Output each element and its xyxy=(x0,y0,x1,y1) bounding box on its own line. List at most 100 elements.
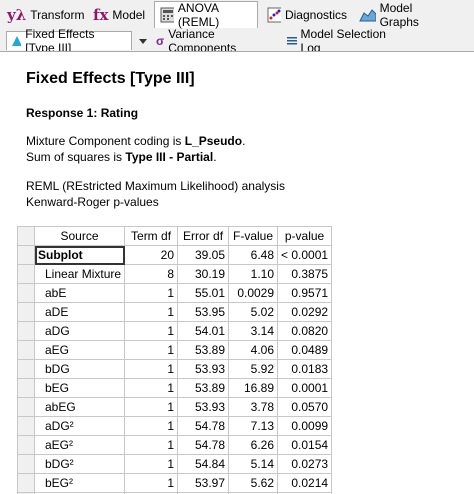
source-cell: bDG² xyxy=(33,454,126,474)
value-cell: 20 xyxy=(124,245,179,265)
table-row: cDG²154.770.27250.6038 xyxy=(17,492,333,494)
value-cell: 0.0001 xyxy=(277,378,333,398)
table-row: Subplot 20 39.05 6.48 < 0.0001 xyxy=(17,245,333,265)
value-cell: 53.95 xyxy=(177,302,230,322)
source-cell: abEG xyxy=(33,397,126,417)
column-header: p-value xyxy=(277,226,333,246)
value-cell: 54.78 xyxy=(177,435,230,455)
pvalue-line: Kenward-Roger p-values xyxy=(26,195,159,209)
value-cell: 7.13 xyxy=(228,416,279,436)
value-cell: 0.3875 xyxy=(277,264,333,284)
value-cell: 1 xyxy=(124,283,179,303)
value-cell: 53.93 xyxy=(177,397,230,417)
tab-model-graphs[interactable]: Model Graphs xyxy=(354,1,454,29)
column-header: Term df xyxy=(124,226,179,246)
text: . xyxy=(213,150,217,164)
tab-anova[interactable]: ANOVA (REML) xyxy=(154,1,258,29)
value-cell: 1 xyxy=(124,416,179,436)
table-row: bEG 1 53.89 16.89 0.0001 xyxy=(17,378,333,398)
value-cell: 1 xyxy=(124,435,179,455)
value-cell: 54.84 xyxy=(177,454,230,474)
gutter xyxy=(17,473,35,493)
value-cell: 1 xyxy=(124,397,179,417)
value-cell: 16.89 xyxy=(228,378,279,398)
tab-label: Diagnostics xyxy=(284,8,347,22)
gutter xyxy=(17,302,35,322)
value-cell: 1 xyxy=(124,359,179,379)
table-row: abEG 1 53.93 3.78 0.0570 xyxy=(17,397,333,417)
value-cell: 0.0292 xyxy=(277,302,333,322)
value-cell: 0.0820 xyxy=(277,321,333,341)
table-row: aDG 1 54.01 3.14 0.0820 xyxy=(17,321,333,341)
tab-label: Model Graphs xyxy=(379,1,419,29)
gutter xyxy=(17,283,35,303)
table-row: abE 1 55.01 0.0029 0.9571 xyxy=(17,283,333,303)
source-cell: aEG xyxy=(33,340,126,360)
text: . xyxy=(242,134,246,148)
gutter xyxy=(17,359,35,379)
value-cell: 0.0029 xyxy=(228,283,279,303)
value-cell: 1 xyxy=(124,302,179,322)
value-cell: 5.02 xyxy=(228,302,279,322)
response-name: Response 1: Rating xyxy=(26,106,139,120)
value-cell: 0.0214 xyxy=(277,473,333,493)
gutter xyxy=(17,454,35,474)
coding-line: Mixture Component coding is L_Pseudo. xyxy=(26,134,245,148)
table-row: aDE 1 53.95 5.02 0.0292 xyxy=(17,302,333,322)
column-header: Error df xyxy=(177,226,230,246)
value-cell: 0.0489 xyxy=(277,340,333,360)
value-cell: 54.78 xyxy=(177,416,230,436)
value-cell: 6.26 xyxy=(228,435,279,455)
gutter xyxy=(17,397,35,417)
table-row: Linear Mixture 8 30.19 1.10 0.3875 xyxy=(17,264,333,284)
source-cell: abE xyxy=(33,283,126,303)
value-cell: < 0.0001 xyxy=(277,245,333,265)
value-cell: 1 xyxy=(124,378,179,398)
value-cell: 1 xyxy=(124,340,179,360)
value-cell: 5.62 xyxy=(228,473,279,493)
subtab-icon: σ xyxy=(156,33,165,48)
tab-icon: yλ xyxy=(7,6,27,24)
table-row: aEG 1 53.89 4.06 0.0489 xyxy=(17,340,333,360)
tab-label: Transform xyxy=(30,8,85,22)
value-cell: 3.14 xyxy=(228,321,279,341)
value-cell: 0.0154 xyxy=(277,435,333,455)
table-row: bEG² 1 53.97 5.62 0.0214 xyxy=(17,473,333,493)
value-cell: 1 xyxy=(124,473,179,493)
value-cell: 55.01 xyxy=(177,283,230,303)
tab-transform[interactable]: yλ Transform xyxy=(2,3,86,27)
anova-table: Source Term df Error df F-value p-value Subpl… xyxy=(17,226,333,494)
value-cell: 0.0273 xyxy=(277,454,333,474)
gutter xyxy=(17,435,35,455)
tab-diagnostics[interactable]: Diagnostics xyxy=(262,3,352,27)
value-cell: 0.0570 xyxy=(277,397,333,417)
source-cell: aDG xyxy=(33,321,126,341)
column-header: Source xyxy=(33,226,126,246)
tab-icon xyxy=(359,9,376,22)
text: Sum of squares is xyxy=(26,150,126,164)
source-cell: aDE xyxy=(33,302,126,322)
subtab-fixed-effects[interactable]: Fixed Effects [Type III] xyxy=(6,27,132,55)
tab-label: ANOVA (REML) xyxy=(177,1,220,29)
method-line: REML (REstricted Maximum Likelihood) ana… xyxy=(26,179,285,193)
source-cell: bDG xyxy=(33,359,126,379)
source-cell: Linear Mixture xyxy=(33,264,126,284)
value-cell: 0.0099 xyxy=(277,416,333,436)
value-cell: 5.14 xyxy=(228,454,279,474)
value-cell: 30.19 xyxy=(177,264,230,284)
gutter xyxy=(17,226,35,246)
subtab-variance[interactable]: σ Variance Components xyxy=(152,27,280,55)
gutter xyxy=(17,321,35,341)
report-title: Fixed Effects [Type III] xyxy=(26,70,195,87)
value-cell: 0.0183 xyxy=(277,359,333,379)
table-row: aEG² 1 54.78 6.26 0.0154 xyxy=(17,435,333,455)
value-cell: 54.01 xyxy=(177,321,230,341)
tab-model[interactable]: fx Model xyxy=(88,3,152,27)
dropdown-arrow[interactable] xyxy=(138,36,148,46)
ss-line: Sum of squares is Type III - Partial. xyxy=(26,150,217,164)
subtab-icon xyxy=(12,36,22,46)
tab-icon: fx xyxy=(93,6,109,24)
table-row: bDG² 1 54.84 5.14 0.0273 xyxy=(17,454,333,474)
subtab-model-selection[interactable]: Model Selection Log xyxy=(282,27,400,55)
gutter xyxy=(17,416,35,436)
